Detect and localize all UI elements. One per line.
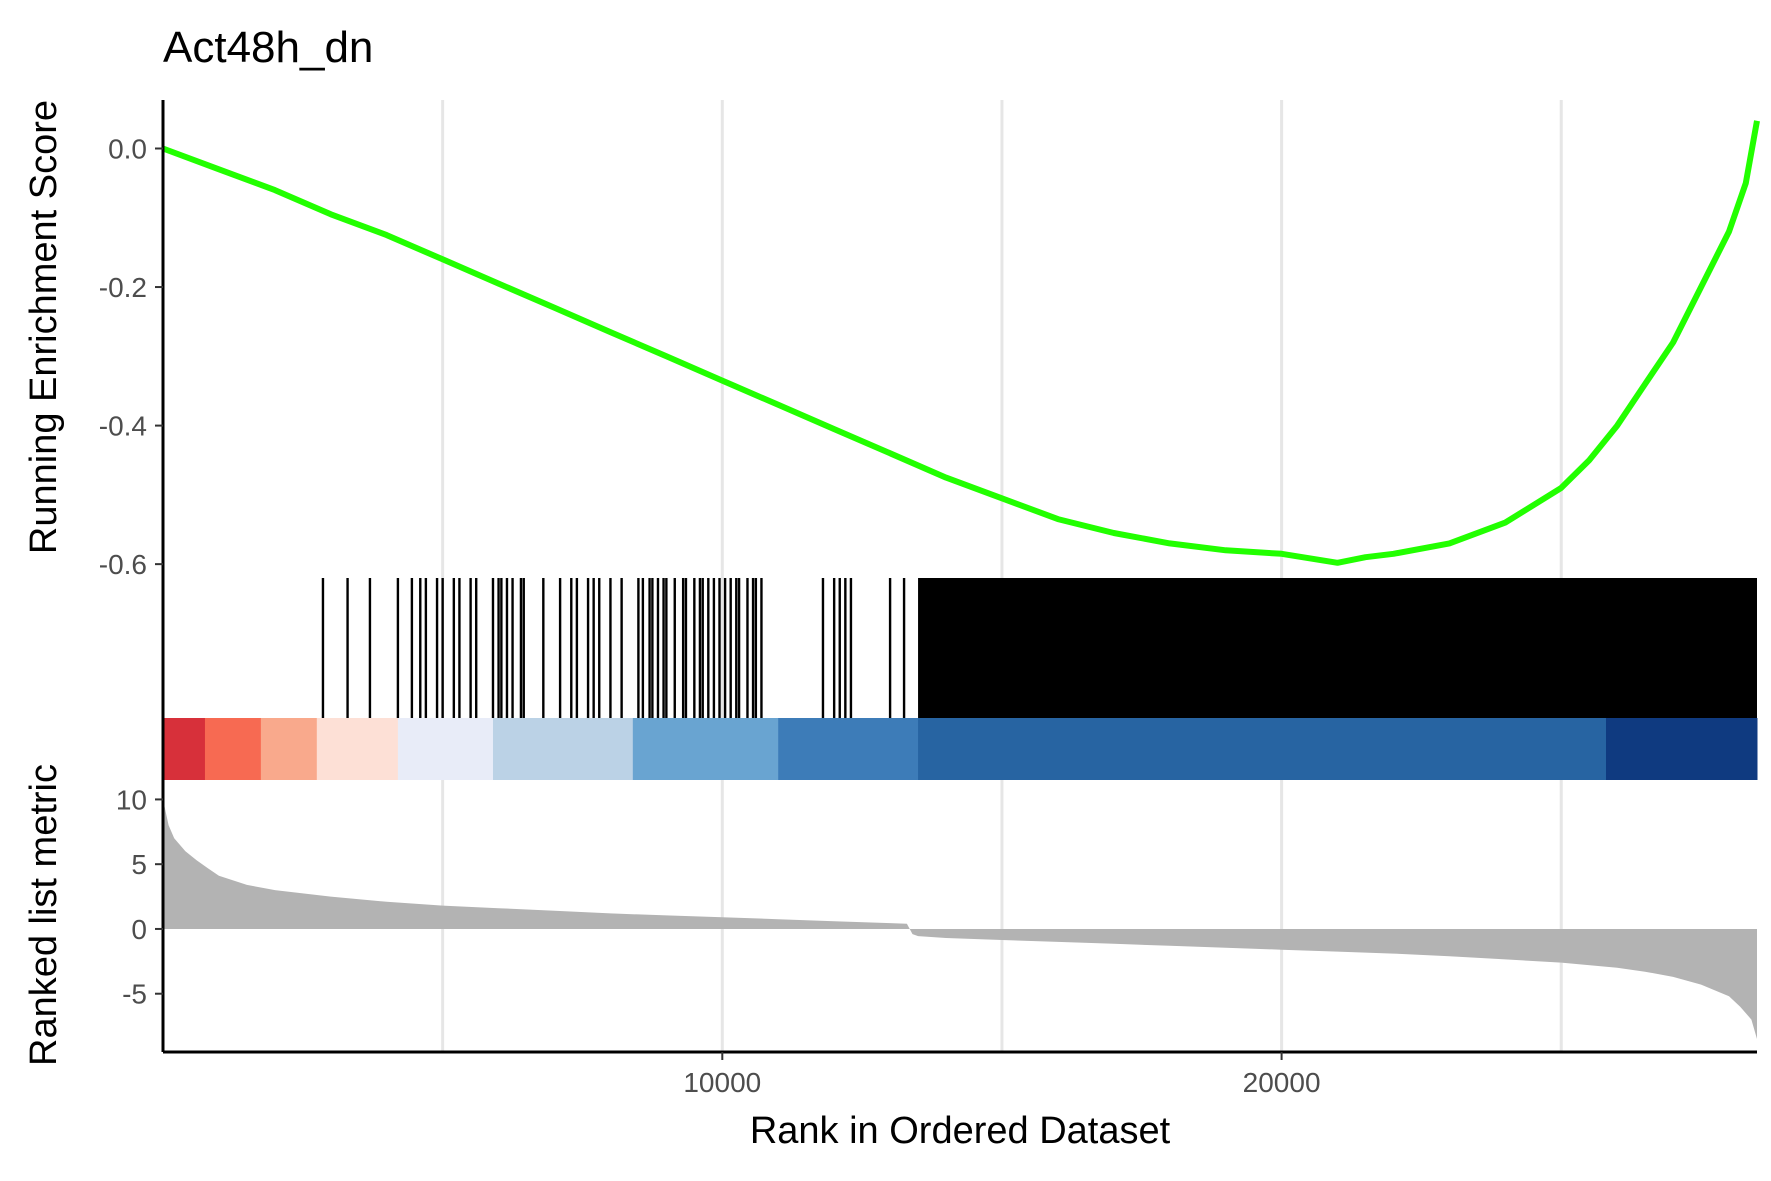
running-es-line — [161, 120, 1760, 566]
x-axis-label: Rank in Ordered Dataset — [750, 1110, 1171, 1152]
x-ticks: 10000 20000 — [683, 1052, 1321, 1098]
x-tick-label: 10000 — [683, 1067, 761, 1098]
color-bar-segment — [260, 718, 318, 780]
color-bar-segment — [204, 718, 262, 780]
y-ticks-top: 0.0 -0.2 -0.4 -0.6 — [99, 133, 163, 580]
ranked-metric-panel — [163, 799, 1757, 1039]
y-tick-label: -0.2 — [99, 272, 147, 303]
color-bar-segment — [778, 718, 919, 780]
y-tick-label: -5 — [122, 979, 147, 1010]
y-tick-label: -0.4 — [99, 411, 147, 442]
x-tick-label: 20000 — [1243, 1067, 1321, 1098]
y-tick-label: 10 — [116, 784, 147, 815]
color-bar-segment — [1605, 718, 1758, 780]
y-axis-label-bottom: Ranked list metric — [23, 764, 65, 1066]
y-tick-label: -0.6 — [99, 549, 147, 580]
y-axis-label-top: Running Enrichment Score — [23, 100, 65, 554]
color-bar-segment — [316, 718, 399, 780]
y-ticks-bottom: 10 5 0 -5 — [116, 784, 163, 1010]
y-tick-label: 0 — [131, 914, 147, 945]
running-es-panel — [161, 120, 1760, 566]
color-bar-segment — [397, 718, 494, 780]
grid-lines — [441, 100, 1563, 1052]
y-tick-label: 0.0 — [108, 133, 147, 164]
rank-color-bar — [163, 718, 1758, 780]
color-bar-segment — [632, 718, 779, 780]
chart-title: Act48h_dn — [163, 23, 373, 72]
hit-dense-block — [918, 578, 1757, 718]
color-bar-segment — [163, 718, 206, 780]
hit-markers — [321, 578, 1757, 718]
axes — [161, 100, 1757, 1054]
ranked-metric-area — [163, 799, 1757, 1039]
y-tick-label: 5 — [131, 849, 147, 880]
color-bar-segment — [492, 718, 634, 780]
color-bar-segment — [918, 718, 1607, 780]
